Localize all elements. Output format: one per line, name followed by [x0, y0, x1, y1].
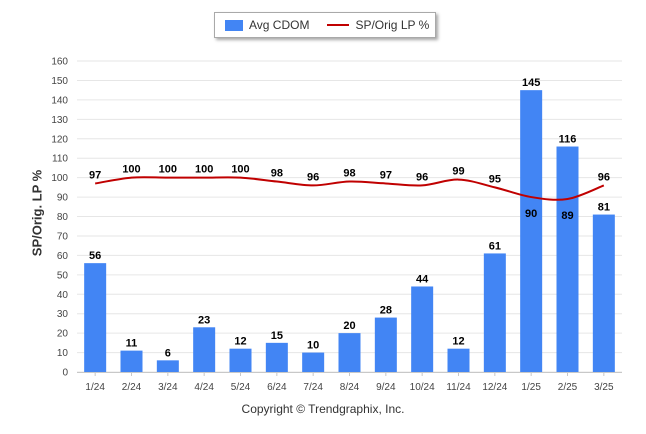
- x-tick-label: 12/24: [482, 382, 507, 393]
- bar-data-label: 6: [165, 347, 171, 359]
- y-tick-label: 60: [57, 251, 69, 262]
- line-data-label: 90: [525, 208, 537, 220]
- line-data-label: 96: [416, 171, 428, 183]
- x-tick-label: 4/24: [194, 382, 214, 393]
- bar: [520, 90, 543, 372]
- line-data-label: 99: [452, 166, 464, 178]
- bar-data-label: 15: [271, 330, 283, 342]
- line-data-label: 98: [271, 168, 283, 180]
- line-data-label: 100: [231, 164, 249, 176]
- y-axis-label: SP/Orig. LP %: [29, 169, 45, 257]
- y-tick-label: 150: [51, 76, 68, 87]
- x-tick-label: 1/25: [521, 382, 541, 393]
- x-tick-label: 8/24: [340, 382, 360, 393]
- bar: [447, 348, 470, 372]
- bar-data-label: 11: [126, 338, 138, 350]
- line-data-label: 95: [489, 173, 501, 185]
- line-data-label: 100: [122, 164, 140, 176]
- y-tick-label: 10: [57, 348, 69, 359]
- x-tick-label: 10/24: [410, 382, 435, 393]
- bar-data-label: 81: [598, 202, 610, 214]
- y-tick-label: 0: [62, 368, 68, 379]
- x-tick-label: 6/24: [267, 382, 287, 393]
- x-tick-label: 1/24: [85, 382, 105, 393]
- bar: [193, 327, 216, 372]
- line-data-label: 97: [89, 169, 101, 181]
- line-data-label: 96: [598, 171, 610, 183]
- y-tick-label: 30: [57, 309, 69, 320]
- y-tick-label: 110: [52, 154, 68, 165]
- copyright-text: Copyright © Trendgraphix, Inc.: [241, 402, 405, 416]
- line-data-label: 89: [561, 210, 573, 222]
- bar: [156, 360, 179, 372]
- x-tick-label: 3/25: [594, 382, 614, 393]
- y-tick-label: 100: [51, 173, 68, 184]
- y-tick-label: 70: [57, 231, 69, 242]
- bar: [302, 352, 325, 372]
- line-data-label: 96: [307, 171, 319, 183]
- bar: [229, 348, 252, 372]
- bar-data-label: 10: [307, 340, 319, 352]
- line-data-label: 97: [380, 169, 392, 181]
- legend-bar-swatch: [225, 19, 243, 31]
- bar-data-label: 116: [559, 134, 577, 146]
- line-data-label: 98: [343, 168, 355, 180]
- bar: [483, 253, 506, 372]
- legend-item-bars: Avg CDOM: [225, 18, 309, 32]
- bar-data-label: 23: [198, 314, 210, 326]
- x-tick-label: 9/24: [376, 382, 396, 393]
- bar-data-label: 56: [89, 250, 101, 262]
- line-series: [95, 176, 605, 201]
- bar: [592, 214, 615, 372]
- y-tick-label: 90: [57, 193, 69, 204]
- y-tick-label: 120: [51, 134, 68, 145]
- legend: Avg CDOM SP/Orig LP %: [214, 12, 436, 38]
- x-tick-label: 5/24: [231, 382, 251, 393]
- bar-data-label: 20: [343, 320, 355, 332]
- bar-data-label: 145: [522, 77, 540, 89]
- legend-line-label: SP/Orig LP %: [355, 18, 430, 32]
- y-tick-label: 160: [51, 57, 68, 68]
- bar: [265, 342, 288, 372]
- legend-line-swatch: [327, 24, 350, 26]
- bar-data-label: 28: [380, 305, 392, 317]
- line-data-label: 100: [195, 164, 213, 176]
- y-tick-label: 50: [57, 270, 69, 281]
- y-tick-label: 80: [57, 212, 69, 223]
- line-data-label: 100: [159, 164, 177, 176]
- bar: [120, 350, 143, 372]
- bar: [374, 317, 397, 372]
- y-tick-label: 40: [57, 290, 69, 301]
- y-tick-label: 130: [51, 115, 68, 126]
- legend-bar-label: Avg CDOM: [249, 18, 310, 32]
- bar: [338, 333, 361, 372]
- x-tick-label: 7/24: [303, 382, 323, 393]
- x-tick-label: 11/24: [446, 382, 471, 393]
- y-tick-label: 140: [51, 95, 68, 106]
- x-tick-label: 2/24: [122, 382, 142, 393]
- bar: [411, 286, 434, 372]
- bar-data-label: 61: [489, 240, 501, 252]
- bar-data-label: 44: [416, 273, 429, 285]
- bar: [84, 263, 107, 372]
- bar-data-label: 12: [234, 336, 246, 348]
- bar-data-label: 12: [452, 336, 464, 348]
- bar: [556, 146, 579, 372]
- x-tick-label: 2/25: [558, 382, 578, 393]
- x-tick-label: 3/24: [158, 382, 178, 393]
- y-tick-label: 20: [57, 329, 69, 340]
- legend-item-line: SP/Orig LP %: [327, 18, 429, 32]
